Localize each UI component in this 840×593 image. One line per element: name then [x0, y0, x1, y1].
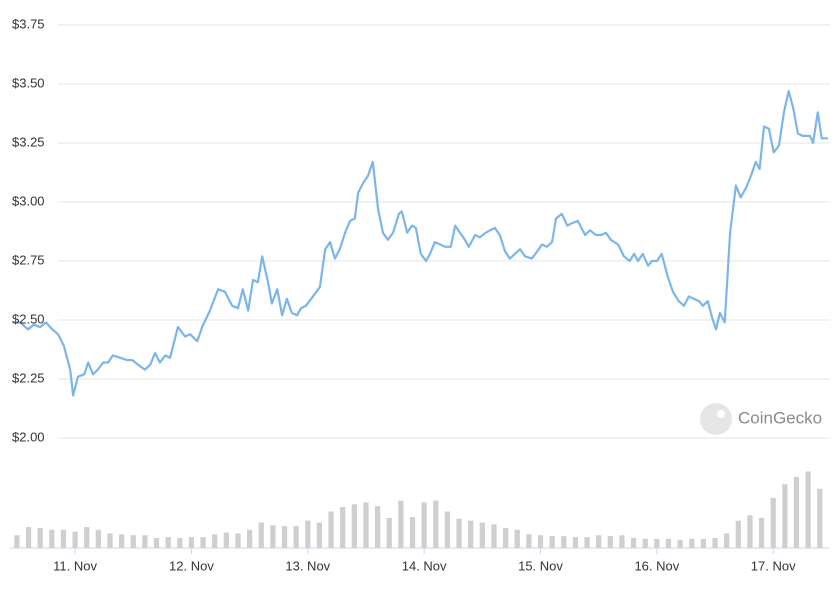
y-tick-label: $3.00 [12, 193, 45, 208]
volume-bar [712, 537, 718, 548]
volume-bar [526, 534, 532, 548]
x-tick-label: 13. Nov [285, 558, 330, 573]
x-tick-label: 16. Nov [634, 558, 679, 573]
volume-bar [49, 529, 55, 548]
volume-bar [258, 522, 264, 548]
volume-bar [456, 518, 462, 548]
volume-bar [642, 538, 648, 548]
volume-bar [235, 533, 241, 548]
volume-bar [409, 517, 416, 548]
volume-bar [212, 534, 218, 548]
volume-bar [188, 537, 195, 548]
volume-bar [537, 535, 544, 548]
x-tick-label: 17. Nov [751, 558, 796, 573]
volume-bar [84, 527, 90, 548]
volume-bar [340, 507, 346, 548]
volume-bar [619, 535, 625, 548]
volume-bar [677, 539, 683, 548]
volume-bar [37, 527, 43, 548]
volume-bar [72, 531, 78, 548]
volume-bar [14, 535, 20, 548]
volume-bar [770, 497, 776, 548]
volume-bar [805, 471, 811, 548]
volume-bar [363, 502, 369, 548]
volume-bar [328, 511, 334, 548]
volume-bar [247, 529, 253, 548]
volume-bar [724, 533, 730, 548]
volume-bar [398, 500, 404, 548]
volume-bar [793, 476, 800, 548]
y-tick-label: $2.00 [12, 429, 45, 444]
volume-bar [386, 517, 392, 548]
volume-bar [444, 511, 451, 548]
volume-bar [491, 524, 497, 548]
x-tick-label: 15. Nov [518, 558, 563, 573]
volume-bar [433, 500, 439, 548]
y-tick-label: $2.25 [12, 370, 45, 385]
volume-bar [25, 527, 32, 548]
volume-bar [572, 537, 579, 548]
volume-bar [758, 517, 765, 548]
volume-bar [95, 529, 101, 548]
labels: $2.00 $2.25 $2.50 $2.75 $3.00 $3.25 $3.50 $3.75… [12, 16, 796, 573]
x-tick-label: 14. Nov [402, 558, 447, 573]
watermark-logo [700, 403, 732, 435]
volume-bar [607, 536, 613, 548]
volume-bar [468, 520, 474, 548]
volume-bar [293, 526, 299, 548]
y-tick-label: $2.75 [12, 252, 45, 267]
volume-bar [305, 520, 311, 548]
volume-bar [630, 537, 637, 548]
volume-bar [119, 534, 125, 548]
price-line [14, 90, 828, 397]
volume-bar [782, 484, 788, 548]
volume-bar [107, 533, 113, 548]
volume-bar [421, 502, 427, 548]
volume-bar [584, 537, 590, 548]
volume-bar [281, 526, 288, 548]
y-tick-label: $3.50 [12, 75, 45, 90]
volume-bar [142, 535, 148, 548]
volume-bar [130, 535, 136, 548]
x-tick-label: 11. Nov [53, 558, 97, 573]
volume-bar [177, 537, 183, 548]
volume-bar [596, 535, 602, 548]
volume-bar [817, 488, 823, 548]
volume-bar [223, 532, 229, 548]
volume-bar [549, 536, 555, 548]
volume-bar [374, 506, 381, 548]
volume-bar [561, 536, 567, 548]
volume-bar [665, 538, 672, 548]
watermark-text: CoinGecko [738, 408, 822, 427]
y-tick-label: $2.50 [12, 311, 45, 326]
volume-bar [316, 522, 323, 548]
volume-bar [60, 529, 67, 548]
volume-bar [351, 504, 357, 548]
watermark: CoinGecko [700, 403, 822, 435]
y-tick-label: $3.75 [12, 16, 45, 31]
volume-bar [200, 537, 206, 548]
volume-bar [735, 520, 741, 548]
volume-bar [689, 538, 695, 548]
volume-bar [502, 527, 509, 548]
volume-bar [514, 529, 520, 548]
y-tick-label: $3.25 [12, 134, 45, 149]
plot [10, 24, 830, 554]
volume-bar [165, 537, 171, 548]
watermark-logo-eye [717, 410, 725, 418]
volume-bar [654, 538, 660, 548]
volume-bar [747, 515, 753, 548]
volume-bar [153, 537, 160, 548]
volume-bar [479, 522, 485, 548]
x-tick-label: 12. Nov [169, 558, 214, 573]
volume-bar [270, 525, 276, 548]
volume-bar [700, 538, 707, 548]
